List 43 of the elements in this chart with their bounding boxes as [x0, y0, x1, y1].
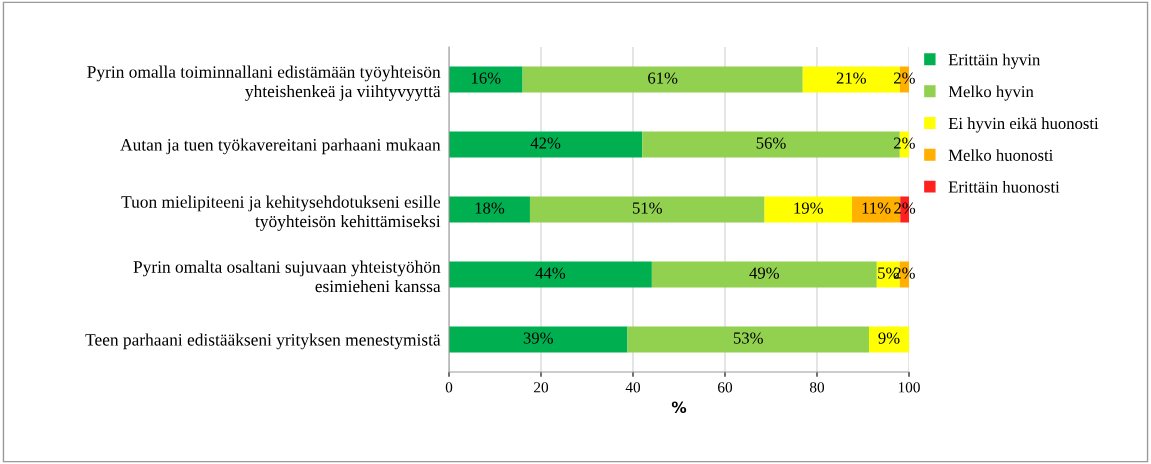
bar	[449, 196, 530, 223]
bar	[449, 131, 643, 158]
data-label: 61%	[648, 72, 678, 84]
bar	[764, 196, 852, 223]
data-label: 16%	[471, 72, 501, 84]
data-label: 51%	[632, 202, 662, 214]
legend-label: Erittäin hyvin	[948, 53, 1041, 69]
x-axis-title: %	[671, 401, 687, 413]
bar	[627, 326, 869, 353]
x-tick-label: 40	[625, 382, 641, 393]
bar	[449, 66, 523, 93]
data-label: 9%	[878, 332, 900, 344]
x-tick-label: 60	[718, 382, 733, 393]
x-tick-label: 100	[898, 382, 920, 393]
bar	[529, 196, 765, 223]
x-tick-label: 0	[445, 382, 453, 393]
bar	[449, 261, 652, 288]
data-label: 39%	[523, 332, 553, 344]
data-label: 18%	[475, 202, 505, 214]
legend-label: Ei hyvin eikä huonosti	[948, 117, 1099, 133]
x-tick-label: 20	[534, 382, 549, 393]
bar	[522, 66, 803, 93]
y-tick-label: Pyrin omalla toiminnallani edistämään työyhteisön yhteishenkeä ja viihtyvyyttä	[87, 65, 441, 101]
x-tick-label: 80	[809, 382, 825, 393]
bar	[449, 326, 628, 353]
bar	[651, 261, 877, 288]
data-label: 11%	[862, 202, 891, 214]
y-tick-label: Teen parhaani edistääkseni yrityksen menestymistä	[85, 333, 441, 350]
bar	[868, 326, 909, 353]
data-label: 49%	[749, 267, 780, 279]
legend-label: Erittäin huonosti	[948, 180, 1060, 193]
data-label: 42%	[530, 137, 561, 149]
data-label: 2%	[894, 202, 916, 214]
data-label: 21%	[836, 72, 866, 84]
data-label: 19%	[794, 202, 823, 214]
data-label: 56%	[756, 137, 786, 149]
y-tick-label: Tuon mielipiteeni ja kehitysehdotukseni esille työyhteisön kehittämiseksi	[121, 195, 441, 231]
data-label: 53%	[733, 332, 763, 344]
y-tick-label: Pyrin omalta osaltani sujuvaan yhteistyöhön esimieheni kanssa	[133, 260, 441, 293]
y-tick-label: Autan ja tuen työkavereitani parhaani mukaan	[120, 138, 441, 155]
legend-label: Melko huonosti	[948, 149, 1053, 161]
legend-label: Melko hyvin	[948, 85, 1034, 101]
data-label: 44%	[535, 267, 566, 279]
